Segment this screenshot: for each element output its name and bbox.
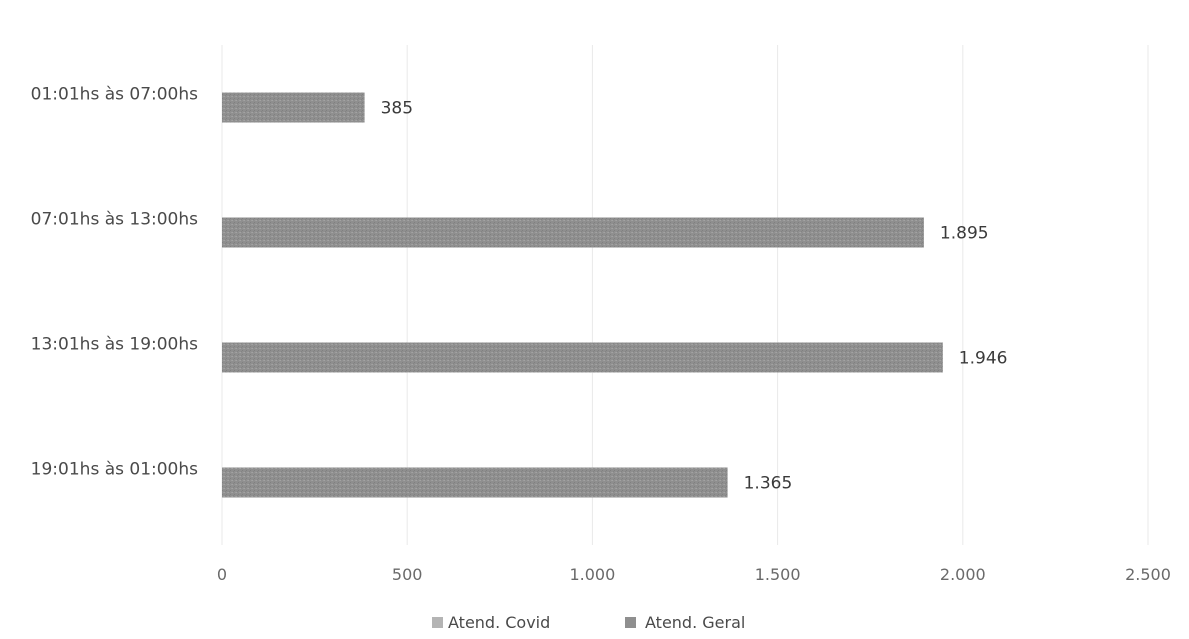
legend-swatch-1 bbox=[625, 617, 636, 628]
x-tick-label-3: 1.500 bbox=[755, 565, 801, 584]
value-label-0: 385 bbox=[381, 99, 413, 119]
category-labels: 01:01hs às 07:00hs 07:01hs às 13:00hs 13:0… bbox=[31, 85, 198, 480]
value-label-3: 1.365 bbox=[744, 474, 793, 494]
x-tick-label-2: 1.000 bbox=[569, 565, 615, 584]
legend: Atend. Covid Atend. Geral bbox=[432, 613, 745, 632]
x-axis-tick-labels: 0 500 1.000 1.500 2.000 2.500 bbox=[217, 565, 1171, 584]
legend-label-0: Atend. Covid bbox=[448, 613, 550, 632]
x-tick-label-0: 0 bbox=[217, 565, 227, 584]
legend-swatch-0 bbox=[432, 617, 443, 628]
x-tick-label-5: 2.500 bbox=[1125, 565, 1171, 584]
category-label-1: 07:01hs às 13:00hs bbox=[31, 210, 198, 230]
category-label-3: 19:01hs às 01:00hs bbox=[31, 460, 198, 480]
gridlines bbox=[221, 45, 1149, 545]
legend-label-1: Atend. Geral bbox=[645, 613, 745, 632]
bar-texture-1 bbox=[222, 217, 924, 248]
x-tick-label-1: 500 bbox=[392, 565, 423, 584]
category-label-0: 01:01hs às 07:00hs bbox=[31, 85, 198, 105]
value-labels: 385 1.895 1.946 1.365 bbox=[381, 99, 1008, 494]
x-tick-label-4: 2.000 bbox=[940, 565, 986, 584]
bar-texture-0 bbox=[222, 92, 365, 123]
bar-texture-2 bbox=[222, 342, 943, 373]
category-label-2: 13:01hs às 19:00hs bbox=[31, 335, 198, 355]
bar-texture-3 bbox=[222, 467, 728, 498]
value-label-2: 1.946 bbox=[959, 349, 1008, 369]
value-label-1: 1.895 bbox=[940, 224, 989, 244]
bars bbox=[222, 92, 943, 498]
